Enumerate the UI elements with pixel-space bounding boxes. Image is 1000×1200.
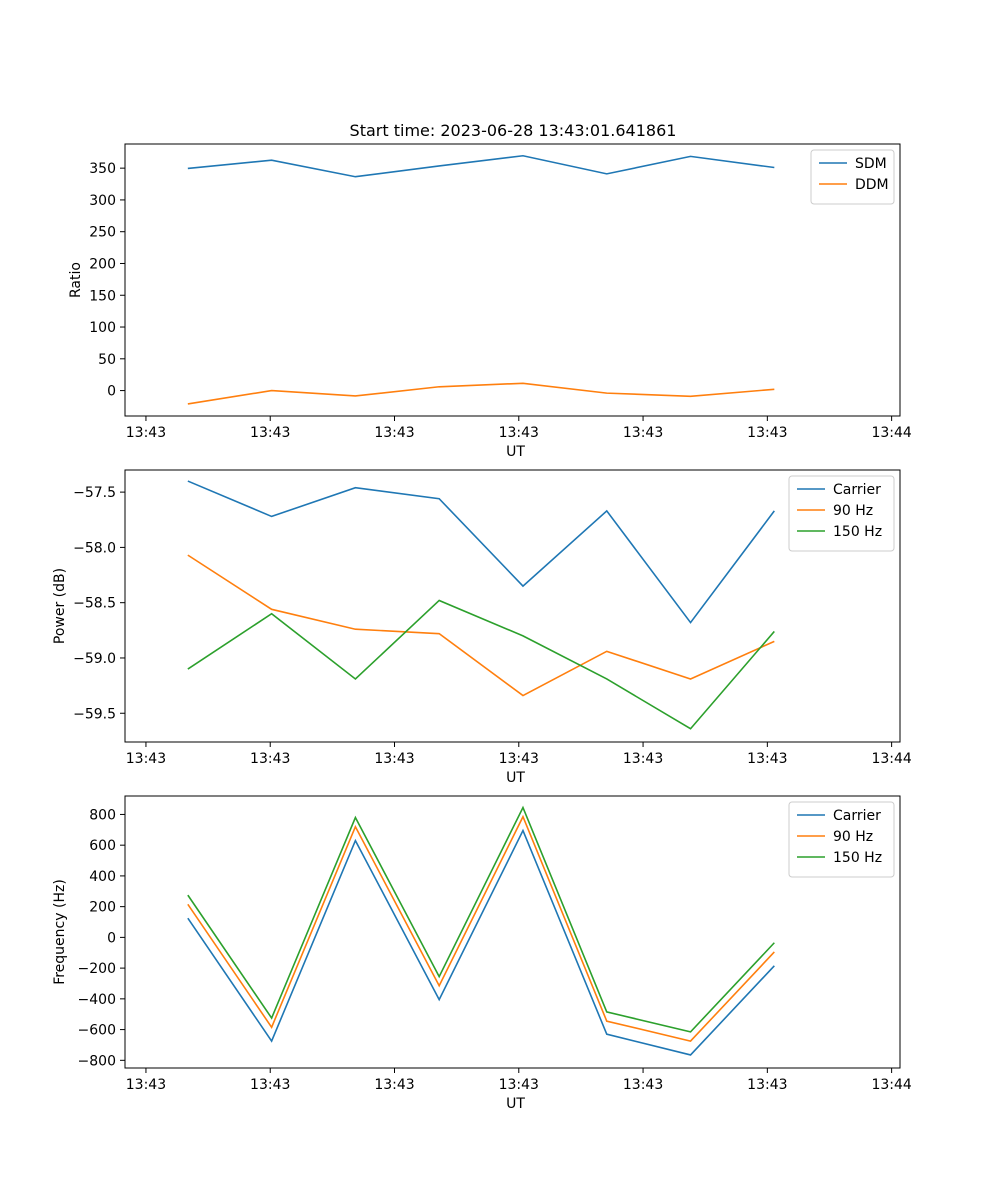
ratio-y-tick-label: 250 (89, 225, 116, 241)
power-y-axis-label: Power (dB) (52, 568, 68, 644)
ratio-x-tick-label: 13:43 (126, 425, 166, 441)
power-90-hz-series-line (187, 554, 775, 697)
power-legend: Carrier 90 Hz 150 Hz (788, 475, 895, 552)
ratio-panel: 13:43 13:43 13:43 13:43 13:43 13:43 13:44 UT 0 50… (68, 143, 912, 460)
ratio-y-tick-label: 150 (89, 288, 116, 304)
power-x-axis-label: UT (506, 770, 525, 786)
ratio-x-tick-label: 13:44 (871, 425, 911, 441)
ratio-y-tick-label: 350 (89, 161, 116, 177)
power-150-hz-series-line (187, 599, 775, 730)
frequency-x-tick-label: 13:43 (250, 1077, 290, 1093)
frequency-legend-label: 150 Hz (833, 850, 882, 866)
frequency-x-tick-label: 13:43 (623, 1077, 663, 1093)
ratio-y-tick-label: 200 (89, 256, 116, 272)
ratio-y-tick-label: 50 (98, 352, 116, 368)
ratio-legend-label: DDM (855, 177, 889, 193)
power-legend-box (788, 475, 895, 552)
ratio-x-tick-label: 13:43 (747, 425, 787, 441)
power-y-tick-label: −59.0 (73, 651, 116, 667)
frequency-legend-label: Carrier (833, 808, 881, 824)
ratio-x-tick-label: 13:43 (374, 425, 414, 441)
frequency-x-tick-label: 13:43 (499, 1077, 539, 1093)
power-legend-label: Carrier (833, 482, 881, 498)
power-panel: 13:43 13:43 13:43 13:43 13:43 13:43 13:44 UT −59… (52, 469, 912, 786)
frequency-y-tick-label: 800 (89, 807, 116, 823)
frequency-panel: 13:43 13:43 13:43 13:43 13:43 13:43 13:44 UT −80… (52, 795, 912, 1112)
ratio-x-tick-label: 13:43 (623, 425, 663, 441)
frequency-y-tick-label: 600 (89, 838, 116, 854)
frequency-y-tick-label: −400 (78, 992, 116, 1008)
ratio-sdm-series-line (187, 154, 775, 178)
frequency-legend-box (788, 801, 895, 878)
ratio-legend: SDM DDM (810, 149, 895, 205)
frequency-legend: Carrier 90 Hz 150 Hz (788, 801, 895, 878)
power-y-tick-label: −58.0 (73, 540, 116, 556)
ratio-x-tick-label: 13:43 (250, 425, 290, 441)
power-legend-label: 150 Hz (833, 524, 882, 540)
ratio-axes-frame (124, 143, 901, 417)
frequency-y-axis-label: Frequency (Hz) (52, 879, 68, 985)
power-x-tick-label: 13:43 (126, 751, 166, 767)
frequency-x-tick-label: 13:43 (126, 1077, 166, 1093)
frequency-y-tick-label: −200 (78, 961, 116, 977)
frequency-y-tick-label: 0 (107, 930, 116, 946)
frequency-x-axis-label: UT (506, 1096, 525, 1112)
power-carrier-series-line (187, 480, 775, 624)
power-x-tick-label: 13:43 (623, 751, 663, 767)
ratio-y-tick-label: 300 (89, 193, 116, 209)
power-y-tick-label: −58.5 (73, 596, 116, 612)
frequency-y-tick-label: 200 (89, 900, 116, 916)
frequency-y-tick-label: −800 (78, 1053, 116, 1069)
ratio-legend-label: SDM (855, 156, 887, 172)
frequency-x-tick-label: 13:44 (871, 1077, 911, 1093)
ratio-x-tick-label: 13:43 (499, 425, 539, 441)
power-y-tick-label: −59.5 (73, 706, 116, 722)
frequency-x-tick-label: 13:43 (374, 1077, 414, 1093)
frequency-x-tick-label: 13:43 (747, 1077, 787, 1093)
power-axes-frame (124, 469, 901, 743)
frequency-150-hz-series-line (187, 805, 775, 1033)
ratio-x-axis-label: UT (506, 444, 525, 460)
ratio-y-axis-label: Ratio (68, 262, 84, 298)
power-legend-label: 90 Hz (833, 503, 873, 519)
power-x-tick-label: 13:43 (499, 751, 539, 767)
power-x-tick-label: 13:43 (250, 751, 290, 767)
frequency-carrier-series-line (187, 828, 775, 1056)
power-x-tick-label: 13:44 (871, 751, 911, 767)
power-y-tick-label: −57.5 (73, 485, 116, 501)
frequency-axes-frame (124, 795, 901, 1069)
ratio-ddm-series-line (187, 382, 775, 405)
frequency-90-hz-series-line (187, 814, 775, 1042)
frequency-y-tick-label: −600 (78, 1023, 116, 1039)
power-x-tick-label: 13:43 (374, 751, 414, 767)
figure-title: Start time: 2023-06-28 13:43:01.641861 (350, 121, 677, 140)
frequency-y-tick-label: 400 (89, 869, 116, 885)
ratio-y-tick-label: 0 (107, 384, 116, 400)
power-x-tick-label: 13:43 (747, 751, 787, 767)
frequency-legend-label: 90 Hz (833, 829, 873, 845)
ratio-y-tick-label: 100 (89, 320, 116, 336)
